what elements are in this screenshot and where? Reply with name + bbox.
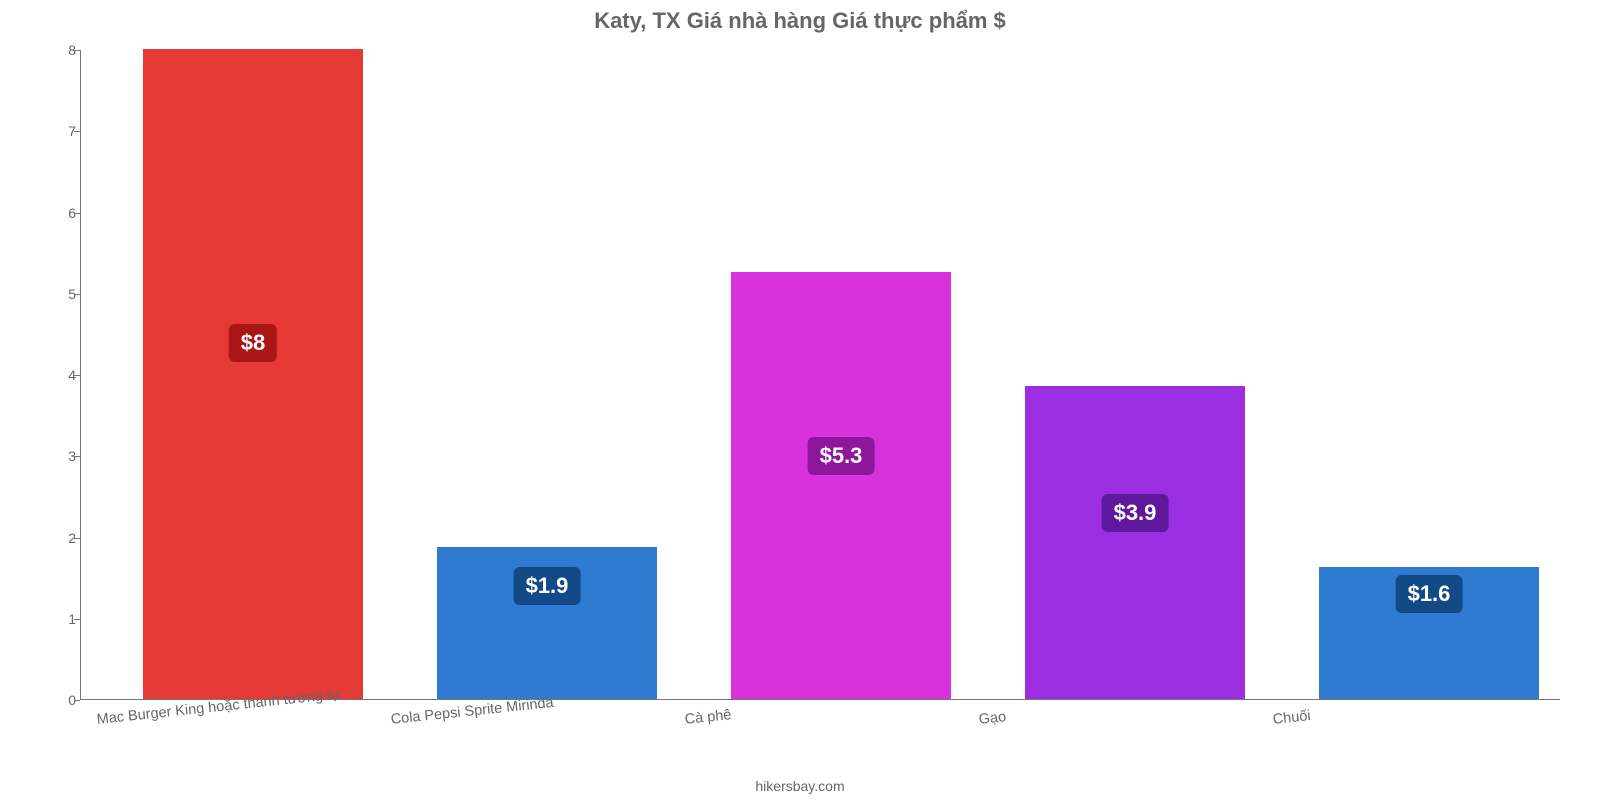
- bar-value-label: $8: [229, 324, 277, 362]
- y-tick-label: 0: [48, 692, 76, 708]
- bar-value-label: $1.9: [514, 567, 581, 605]
- chart-attribution: hikersbay.com: [0, 778, 1600, 794]
- y-tick-label: 3: [48, 448, 76, 464]
- y-tick-mark: [74, 294, 80, 295]
- x-category-label: Cà phê: [684, 707, 732, 728]
- y-tick-mark: [74, 700, 80, 701]
- y-tick-mark: [74, 538, 80, 539]
- y-tick-mark: [74, 50, 80, 51]
- bar-value-label: $1.6: [1396, 575, 1463, 613]
- bar: [1025, 386, 1245, 699]
- price-bar-chart: Katy, TX Giá nhà hàng Giá thực phẩm $ $8…: [0, 0, 1600, 800]
- y-tick-label: 4: [48, 367, 76, 383]
- y-tick-label: 1: [48, 611, 76, 627]
- y-tick-label: 5: [48, 286, 76, 302]
- plot-area: $8 $1.9 $5.3 $3.9 $1.6: [80, 50, 1560, 700]
- bar: [731, 272, 951, 699]
- chart-title: Katy, TX Giá nhà hàng Giá thực phẩm $: [0, 8, 1600, 34]
- y-tick-label: 2: [48, 530, 76, 546]
- x-category-label: Gạo: [978, 709, 1007, 728]
- bar-value-label: $5.3: [808, 437, 875, 475]
- y-tick-label: 6: [48, 205, 76, 221]
- y-tick-mark: [74, 456, 80, 457]
- y-tick-mark: [74, 213, 80, 214]
- y-tick-mark: [74, 619, 80, 620]
- y-tick-label: 7: [48, 123, 76, 139]
- bar: [143, 49, 363, 699]
- y-tick-mark: [74, 375, 80, 376]
- y-tick-label: 8: [48, 42, 76, 58]
- x-category-label: Chuối: [1272, 708, 1311, 728]
- bar-value-label: $3.9: [1102, 494, 1169, 532]
- y-tick-mark: [74, 131, 80, 132]
